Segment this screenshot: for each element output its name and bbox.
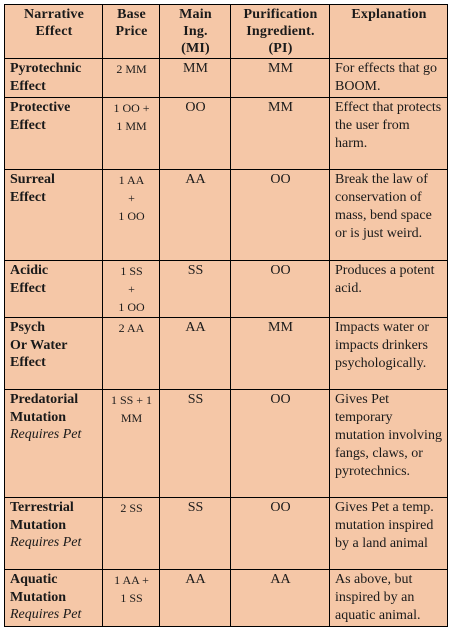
table-row: Acidic Effect 1 SS + 1 OO SS OO Produces… (4, 260, 448, 318)
table-row: Psych Or Water Effect 2 AA AA MM Impacts… (4, 317, 448, 390)
header-narrative-effect: Narrative Effect (4, 4, 103, 59)
effect-name-cell: Terrestrial Mutation Requires Pet (4, 497, 103, 570)
purification-ingredient-cell: AA (230, 569, 330, 627)
table-row: Pyrotechnic Effect 2 MM MM MM For effect… (4, 58, 448, 98)
base-price-cell: 2 AA (102, 317, 160, 390)
effect-name-cell: Predatorial Mutation Requires Pet (4, 389, 103, 498)
effect-name-cell: Pyrotechnic Effect (4, 58, 103, 98)
base-price-cell: 1 SS + 1 MM (102, 389, 160, 498)
table-row: Terrestrial Mutation Requires Pet 2 SS S… (4, 497, 448, 570)
explanation-cell: Impacts water or impacts drinkers psycho… (329, 317, 448, 390)
header-explanation: Explanation (329, 4, 448, 59)
base-price-cell: 2 SS (102, 497, 160, 570)
effect-name-cell: Protective Effect (4, 97, 103, 170)
effect-name-cell: Aquatic Mutation Requires Pet (4, 569, 103, 627)
main-ingredient-cell: AA (159, 169, 231, 261)
effect-name-cell: Surreal Effect (4, 169, 103, 261)
explanation-cell: As above, but inspired by an aquatic ani… (329, 569, 448, 627)
explanation-cell: Gives Pet temporary mutation involving f… (329, 389, 448, 498)
main-ingredient-cell: AA (159, 569, 231, 627)
explanation-cell: For effects that go BOOM. (329, 58, 448, 98)
purification-ingredient-cell: MM (230, 97, 330, 170)
effect-name-cell: Acidic Effect (4, 260, 103, 318)
requires-pet-note: Requires Pet (10, 535, 82, 550)
main-ingredient-cell: SS (159, 497, 231, 570)
table-row: Protective Effect 1 OO + 1 MM OO MM Effe… (4, 97, 448, 170)
purification-ingredient-cell: OO (230, 169, 330, 261)
base-price-cell: 2 MM (102, 58, 160, 98)
table-row: Surreal Effect 1 AA + 1 OO AA OO Break t… (4, 169, 448, 261)
header-base-price: Base Price (102, 4, 160, 59)
explanation-cell: Gives Pet a temp. mutation inspired by a… (329, 497, 448, 570)
base-price-cell: 1 OO + 1 MM (102, 97, 160, 170)
main-ingredient-cell: MM (159, 58, 231, 98)
requires-pet-note: Requires Pet (10, 427, 82, 442)
header-row: Narrative Effect Base Price Main Ing. (M… (4, 4, 448, 59)
main-ingredient-cell: AA (159, 317, 231, 390)
main-ingredient-cell: SS (159, 260, 231, 318)
base-price-cell: 1 AA + 1 OO (102, 169, 160, 261)
effect-name-cell: Psych Or Water Effect (4, 317, 103, 390)
explanation-cell: Produces a potent acid. (329, 260, 448, 318)
purification-ingredient-cell: OO (230, 260, 330, 318)
purification-ingredient-cell: MM (230, 317, 330, 390)
header-main-ingredient: Main Ing. (MI) (159, 4, 231, 59)
requires-pet-note: Requires Pet (10, 607, 82, 622)
base-price-cell: 1 SS + 1 OO (102, 260, 160, 318)
table-row: Aquatic Mutation Requires Pet 1 AA + 1 S… (4, 569, 448, 627)
table-row: Predatorial Mutation Requires Pet 1 SS +… (4, 389, 448, 498)
narrative-effects-table: Narrative Effect Base Price Main Ing. (M… (4, 4, 448, 627)
purification-ingredient-cell: OO (230, 497, 330, 570)
explanation-cell: Break the law of conservation of mass, b… (329, 169, 448, 261)
main-ingredient-cell: SS (159, 389, 231, 498)
base-price-cell: 1 AA + 1 SS (102, 569, 160, 627)
explanation-cell: Effect that protects the user from harm. (329, 97, 448, 170)
main-ingredient-cell: OO (159, 97, 231, 170)
purification-ingredient-cell: OO (230, 389, 330, 498)
header-purification-ingredient: Purification Ingredient. (PI) (230, 4, 330, 59)
purification-ingredient-cell: MM (230, 58, 330, 98)
